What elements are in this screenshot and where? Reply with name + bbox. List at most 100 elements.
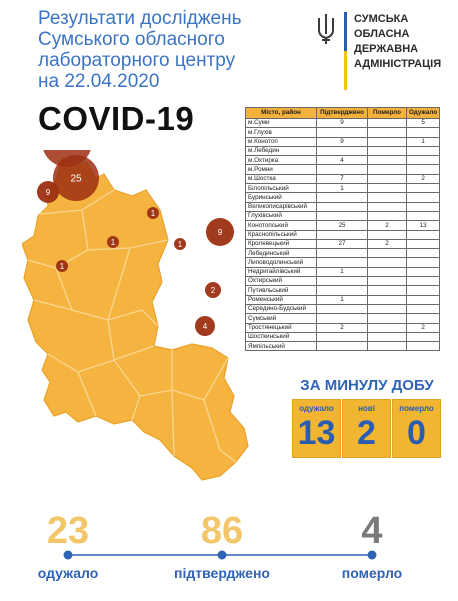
logo-line: ОБЛАСНА [354, 28, 410, 40]
count-cell [367, 248, 407, 259]
table-row: Роменський 1 [245, 294, 441, 305]
table-row: Липоводолинський [245, 257, 441, 268]
count-cell [405, 294, 441, 305]
count-cell: 1 [316, 294, 368, 305]
count-cell [367, 183, 407, 194]
count-cell [367, 341, 407, 352]
district-name-cell: м.Суми [245, 117, 317, 129]
count-cell: 5 [405, 117, 441, 129]
count-cell [316, 210, 368, 222]
count-cell [367, 173, 407, 185]
trident-icon [318, 14, 334, 44]
region-map: 7272591119241 [22, 150, 249, 481]
count-cell [367, 294, 407, 305]
count-cell [316, 201, 368, 212]
count-cell: 7 [316, 173, 368, 185]
report-title: Результати досліджень Сумського обласног… [38, 8, 273, 92]
logo-line: АДМІНІСТРАЦІЯ [354, 58, 442, 70]
covid-heading: COVID-19 [38, 100, 195, 137]
last-day-died-box: померло 0 [392, 399, 441, 458]
count-cell: 1 [405, 136, 441, 147]
case-bubble [195, 316, 215, 336]
count-cell [367, 201, 407, 212]
total-recovered-value: 23 [46, 510, 90, 552]
count-cell [405, 155, 441, 166]
count-cell: 2 [367, 220, 407, 231]
count-cell [367, 145, 407, 157]
flag-bar [344, 12, 347, 90]
logo-line: ДЕРЖАВНА [354, 43, 419, 55]
case-bubble [107, 236, 119, 248]
table-row: Глухівський [245, 210, 441, 222]
case-bubble-label: 25 [70, 174, 82, 185]
case-bubble-label: 1 [151, 209, 156, 218]
count-cell [316, 341, 368, 352]
count-cell [405, 331, 441, 343]
case-bubble-label: 9 [218, 228, 223, 237]
title-line-date: на 22.04.2020 [38, 71, 160, 92]
logo-text: СУМСЬКА ОБЛАСНА ДЕРЖАВНА АДМІНІСТРАЦІЯ [354, 12, 441, 72]
table-row: м.Суми 9 5 [245, 117, 441, 129]
count-cell [405, 276, 441, 287]
count-cell [405, 127, 441, 138]
table-row: Конотопський 25 2 13 [245, 220, 441, 231]
count-cell [405, 229, 441, 240]
totals-timeline [63, 550, 377, 560]
district-name-cell: м.Глухів [245, 127, 317, 138]
count-cell [367, 136, 407, 147]
count-cell [367, 210, 407, 222]
count-cell [405, 201, 441, 212]
column-header: Одужало [405, 107, 441, 119]
case-bubble-label: 1 [111, 238, 116, 247]
count-cell [316, 192, 368, 203]
total-died-label: померло [341, 565, 403, 581]
total-recovered-label: одужало [37, 565, 99, 581]
count-cell [316, 276, 368, 287]
count-cell: 9 [316, 136, 368, 147]
column-header: Місто, район [245, 107, 317, 119]
table-row: м.Глухів [245, 127, 441, 138]
district-borders [27, 189, 237, 463]
count-cell [405, 303, 441, 315]
count-cell [367, 322, 407, 333]
count-cell [405, 183, 441, 194]
count-cell: 2 [316, 322, 368, 333]
count-cell [367, 164, 407, 175]
table-row: м.Конотоп 9 1 [245, 136, 441, 147]
case-bubble [147, 207, 159, 219]
count-cell: 25 [316, 220, 368, 231]
count-cell [405, 341, 441, 352]
case-bubble-label: 4 [203, 322, 208, 331]
count-cell: 4 [316, 155, 368, 166]
timeline-dot [63, 550, 73, 560]
count-cell [405, 257, 441, 268]
count-cell [316, 145, 368, 157]
count-cell [405, 210, 441, 222]
last-day-recovered-box: одужало 13 [292, 399, 341, 458]
count-cell: 2 [405, 173, 441, 185]
count-cell [316, 331, 368, 343]
count-cell [405, 164, 441, 175]
count-cell [367, 313, 407, 324]
column-header: Підтверджено [316, 107, 368, 119]
count-cell [405, 285, 441, 296]
map-region-shape [22, 156, 249, 481]
case-bubble [53, 155, 99, 201]
count-cell [316, 164, 368, 175]
count-cell [367, 257, 407, 268]
count-cell [316, 313, 368, 324]
last-day-value: 13 [297, 414, 336, 452]
count-cell: 2 [367, 238, 407, 250]
total-died-value: 4 [361, 510, 383, 552]
count-cell [367, 117, 407, 129]
count-cell: 2 [405, 322, 441, 333]
case-bubble [206, 218, 234, 246]
table-row: Ямпільський [245, 341, 441, 352]
case-bubble-label: 1 [60, 262, 65, 271]
table-header-row: Місто, район Підтверджено Померло Одужал… [245, 107, 441, 119]
count-cell [367, 285, 407, 296]
count-cell: 1 [316, 266, 368, 278]
last-day-new-box: нові 2 [342, 399, 391, 458]
count-cell [316, 257, 368, 268]
count-cell [316, 127, 368, 138]
